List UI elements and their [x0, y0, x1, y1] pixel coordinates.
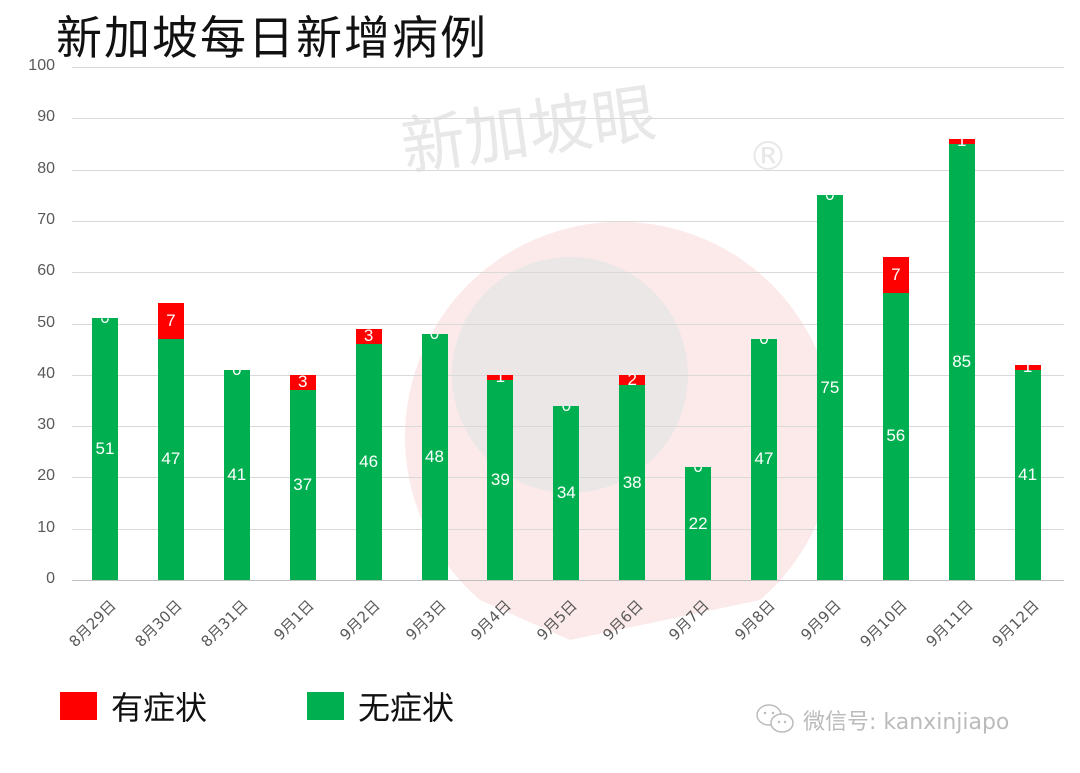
bar-segment-asymptomatic: [816, 195, 843, 580]
bar-segment-symptomatic: [948, 138, 975, 144]
bar-segment-asymptomatic: [553, 405, 580, 580]
data-label-symptomatic: 0: [561, 395, 572, 415]
data-label-symptomatic: 7: [166, 310, 176, 330]
y-tick-label: 10: [37, 519, 55, 536]
data-label-symptomatic: 0: [429, 323, 440, 343]
bar-segment-asymptomatic: [223, 369, 250, 580]
data-label-symptomatic: 0: [232, 359, 242, 379]
data-label-symptomatic: 3: [297, 372, 308, 392]
bar-segment-asymptomatic: [289, 390, 316, 580]
data-label-asymptomatic: 48: [425, 446, 444, 466]
wechat-icon: [756, 704, 794, 733]
bar-segment-asymptomatic: [948, 143, 975, 580]
data-label-symptomatic: 1: [495, 367, 506, 387]
bar-segment-asymptomatic: [421, 333, 448, 580]
data-label-asymptomatic: 51: [95, 439, 115, 459]
legend-item-symptomatic: 有症状: [60, 683, 207, 729]
y-tick-label: 100: [28, 57, 55, 74]
bar-segment-asymptomatic: [619, 385, 646, 580]
data-label-symptomatic: 3: [363, 326, 374, 346]
gridline: [72, 324, 1064, 325]
data-label-asymptomatic: 56: [886, 426, 906, 446]
data-label-asymptomatic: 37: [293, 475, 313, 495]
bar-segment-symptomatic: [882, 256, 909, 293]
legend-swatch-red: [60, 692, 97, 720]
y-tick-label: 70: [37, 211, 55, 228]
y-tick-label: 90: [37, 108, 55, 125]
bar-9月6日: 38 2: [619, 0, 646, 773]
data-label-asymptomatic: 34: [556, 482, 576, 502]
bar-9月12日: 41 1: [1014, 0, 1041, 773]
data-label-asymptomatic: 46: [359, 452, 379, 471]
bar-8月29日: 51 0: [92, 0, 118, 773]
chart-title: 新加坡每日新增病例: [56, 11, 488, 65]
gridline: [72, 580, 1064, 581]
bar-segment-asymptomatic: [487, 379, 514, 580]
bar-9月11日: 85 1: [948, 0, 975, 773]
data-label-asymptomatic: 41: [1018, 464, 1038, 484]
data-label-symptomatic: 0: [693, 457, 703, 477]
y-tick-label: 0: [46, 570, 55, 587]
bar-segment-symptomatic: [487, 374, 514, 380]
gridline: [72, 221, 1064, 222]
bar-9月2日: 46 3: [355, 0, 382, 773]
bar-8月30日: 47 7: [157, 0, 184, 773]
y-tick-label: 20: [37, 467, 55, 484]
bar-segment-asymptomatic: [355, 344, 382, 580]
data-label-symptomatic: 1: [1022, 357, 1033, 377]
data-label-asymptomatic: 85: [952, 351, 972, 371]
y-tick-label: 40: [37, 365, 55, 382]
legend-item-asymptomatic: 无症状: [307, 683, 454, 729]
bar-9月3日: 48 0: [421, 0, 448, 773]
data-label-asymptomatic: 22: [688, 513, 708, 533]
data-label-asymptomatic: 47: [754, 449, 774, 469]
gridline: [72, 272, 1064, 273]
y-tick-label: 80: [37, 160, 55, 177]
gridline: [72, 118, 1064, 119]
bar-8月31日: 41 0: [223, 0, 250, 773]
data-label-symptomatic: 0: [759, 328, 769, 348]
bar-segment-asymptomatic: [882, 292, 909, 580]
gridline: [72, 170, 1064, 171]
data-label-asymptomatic: 38: [622, 472, 642, 492]
bar-segment-symptomatic: [355, 328, 382, 344]
bar-9月1日: 37 3: [289, 0, 316, 773]
data-label-symptomatic: 0: [825, 185, 835, 205]
gridline: [72, 375, 1064, 376]
data-label-asymptomatic: 39: [490, 469, 510, 489]
bar-segment-symptomatic: [157, 302, 184, 339]
bar-9月5日: 34 0: [553, 0, 580, 773]
bar-segment-symptomatic: [1014, 364, 1041, 370]
bar-segment-asymptomatic: [157, 338, 184, 580]
data-label-symptomatic: 2: [627, 369, 637, 389]
legend-label: 无症状: [358, 689, 455, 727]
data-label-symptomatic: 0: [100, 308, 110, 328]
bar-segment-asymptomatic: [751, 338, 777, 580]
bar-9月8日: 47 0: [751, 0, 777, 773]
bar-9月9日: 75 0: [816, 0, 843, 773]
wechat-watermark: 微信号: kanxinjiapo: [755, 703, 1009, 737]
data-label-symptomatic: 1: [956, 131, 967, 151]
bar-segment-symptomatic: [289, 374, 316, 391]
data-label-asymptomatic: 75: [820, 377, 840, 397]
bar-9月7日: 22 0: [685, 0, 712, 773]
legend-swatch-green: [307, 692, 344, 720]
y-tick-label: 60: [37, 262, 55, 279]
legend-label: 有症状: [111, 689, 208, 727]
gridline: [72, 67, 1064, 68]
bar-9月10日: 56 7: [882, 0, 909, 773]
bar-segment-asymptomatic: [685, 467, 712, 580]
bar-segment-asymptomatic: [92, 318, 118, 580]
bar-segment-symptomatic: [619, 374, 646, 386]
bar-segment-asymptomatic: [1014, 369, 1041, 580]
y-tick-label: 30: [37, 416, 55, 433]
data-label-asymptomatic: 47: [161, 449, 181, 469]
data-label-asymptomatic: 41: [227, 464, 247, 484]
data-label-symptomatic: 7: [891, 264, 901, 284]
bar-9月4日: 39 1: [487, 0, 514, 773]
wechat-id: 微信号: kanxinjiapo: [803, 710, 1010, 735]
y-tick-label: 50: [37, 314, 55, 331]
